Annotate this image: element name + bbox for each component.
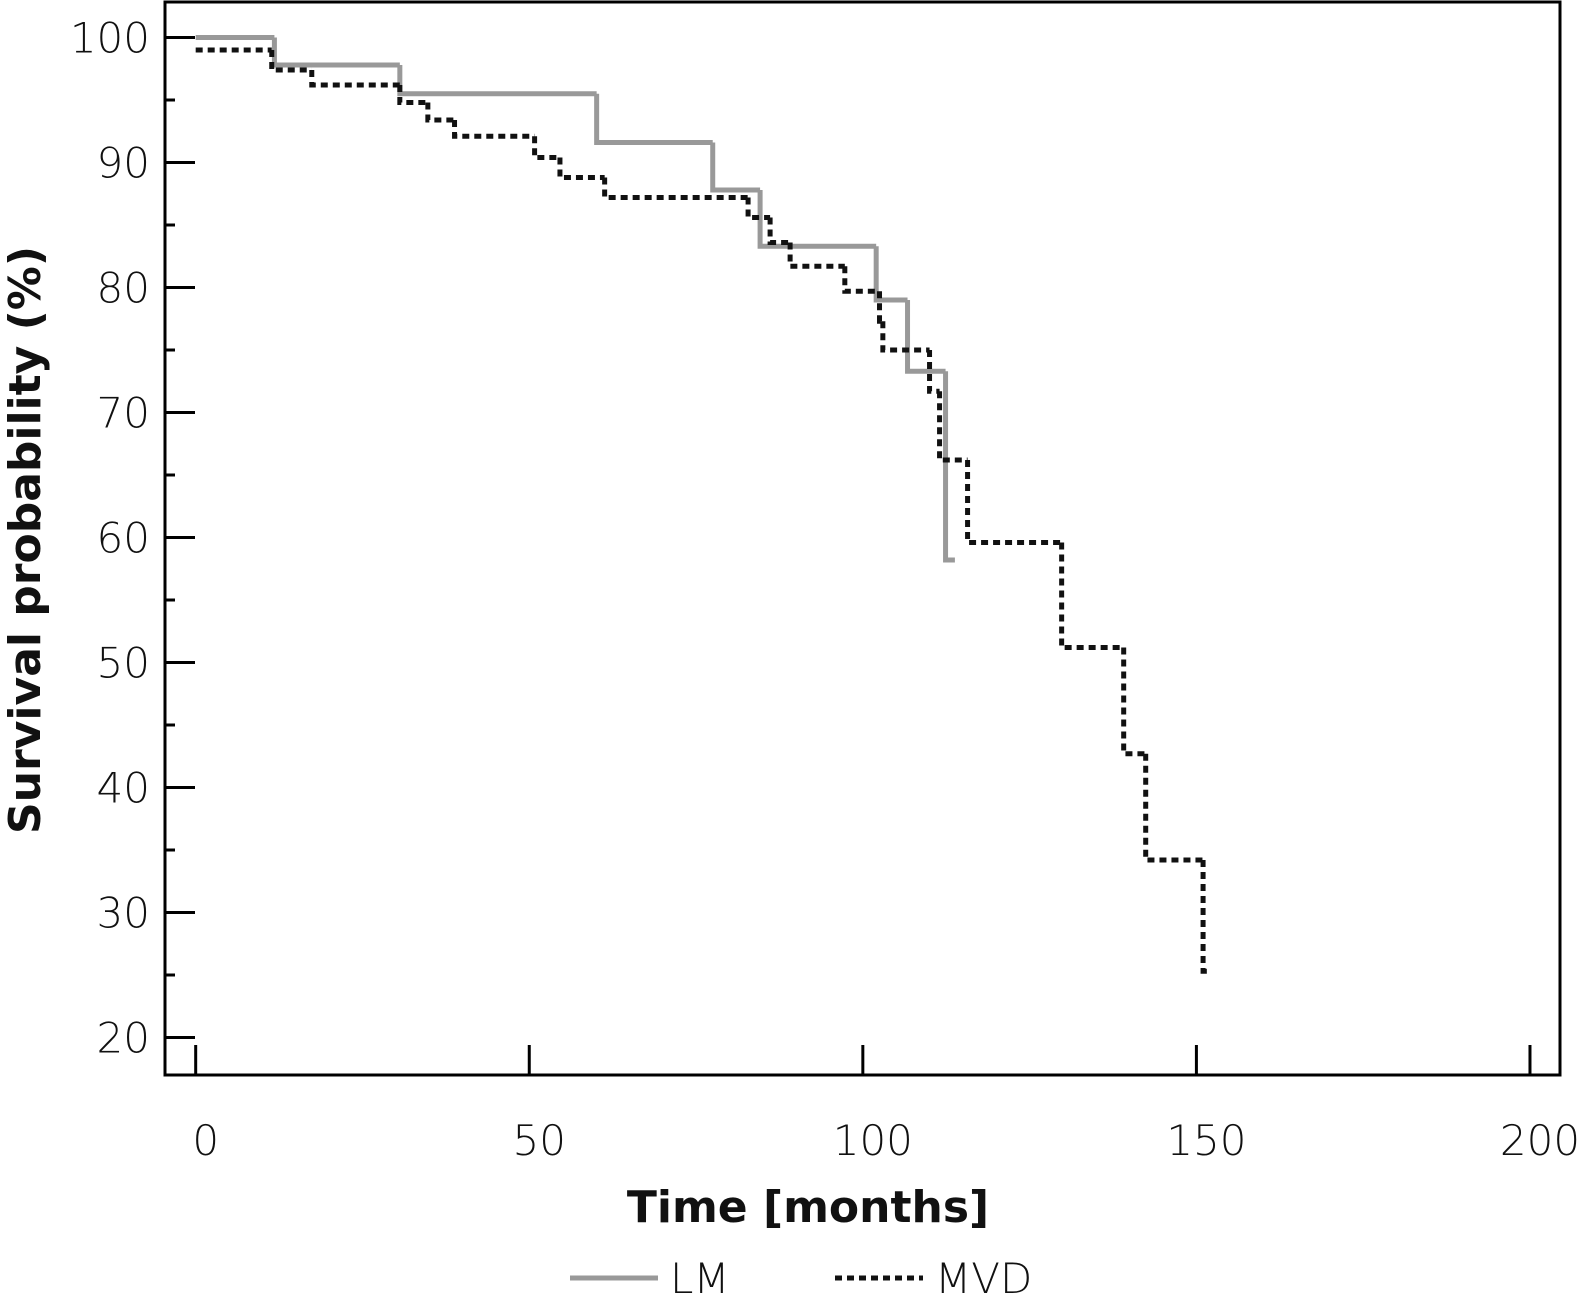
step-segment <box>767 217 791 245</box>
step-segment <box>452 120 535 139</box>
step-segment <box>873 246 908 303</box>
step-segment <box>745 197 771 220</box>
step-segment <box>1121 647 1146 757</box>
x-tick-label: 0 <box>192 1116 219 1165</box>
step-segment <box>842 266 880 294</box>
step-segment <box>271 37 400 68</box>
step-segment <box>905 300 946 374</box>
step-segment <box>877 291 883 324</box>
step-segment <box>937 391 968 463</box>
step-segment <box>757 190 877 249</box>
step-segment <box>602 177 749 200</box>
plot-frame <box>163 0 1562 1077</box>
step-segment <box>269 50 312 73</box>
x-tick-label: 50 <box>513 1116 566 1165</box>
x-tick-label: 200 <box>1500 1116 1580 1165</box>
step-segment <box>1143 753 1204 863</box>
step-segment <box>787 242 845 269</box>
step-segment <box>943 371 955 563</box>
step-segment <box>397 85 428 105</box>
step-segment <box>710 142 761 193</box>
step-segment <box>425 102 455 123</box>
y-axis-label: Survival probability (%) <box>0 246 51 834</box>
y-tick-label: 70 <box>97 389 150 438</box>
legend-label: MVD <box>935 1254 1032 1302</box>
step-segment <box>309 70 400 88</box>
x-tick-label: 100 <box>833 1116 913 1165</box>
y-tick-label: 40 <box>97 764 150 813</box>
y-tick-label: 80 <box>97 264 150 313</box>
y-tick-label: 50 <box>97 639 150 688</box>
x-tick-label: 150 <box>1166 1116 1246 1165</box>
step-segment <box>880 321 930 353</box>
y-tick-label: 100 <box>70 14 150 63</box>
legend-label: LM <box>670 1254 730 1302</box>
y-tick-label: 20 <box>97 1014 150 1063</box>
step-segment <box>557 157 605 180</box>
y-tick-label: 30 <box>97 889 150 938</box>
step-segment <box>965 460 1062 545</box>
step-segment <box>1200 860 1212 974</box>
y-tick-label: 60 <box>97 514 150 563</box>
step-segment <box>1059 542 1124 650</box>
step-segment <box>594 93 713 145</box>
y-tick-label: 90 <box>97 139 150 188</box>
step-segment <box>532 136 560 160</box>
step-segment <box>397 65 597 97</box>
x-axis-label: Time [months] <box>627 1182 989 1233</box>
step-segment <box>927 350 940 394</box>
